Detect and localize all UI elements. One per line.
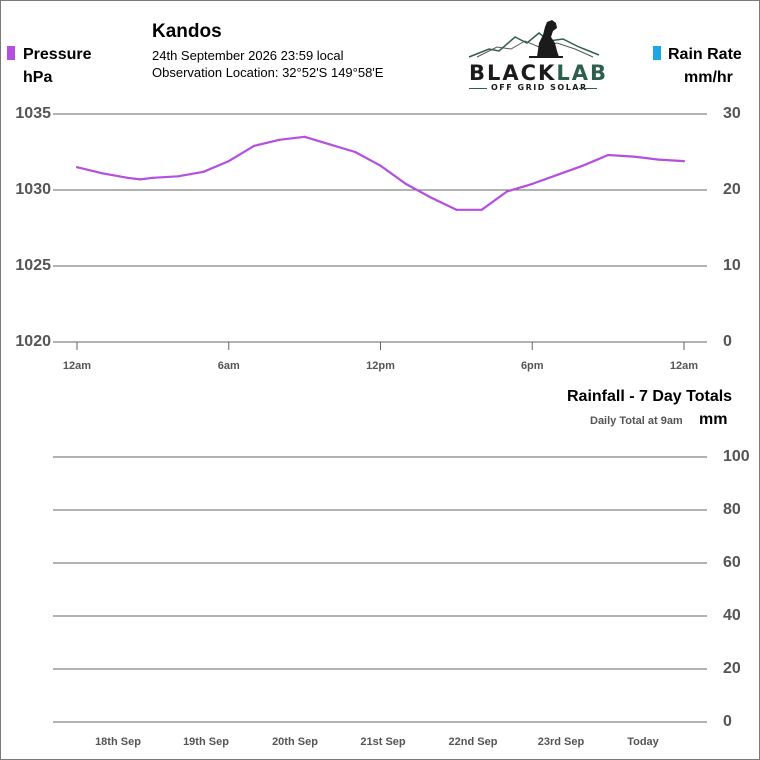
pressure-data-point xyxy=(177,175,180,178)
rainfall-chart-title: Rainfall - 7 Day Totals xyxy=(567,388,733,405)
pressure-data-point xyxy=(278,138,281,141)
observation-date: 24th September 2026 23:59 local xyxy=(152,48,344,63)
rainfall-y-tick-label: 20 xyxy=(723,660,741,677)
pressure-data-point xyxy=(75,166,79,169)
pressure-data-point xyxy=(404,182,407,186)
pressure-series-line xyxy=(76,135,685,211)
pressure-x-tick-label: 6am xyxy=(218,360,240,372)
pressure-unit-label: hPa xyxy=(23,69,53,86)
rain-rate-unit-label: mm/hr xyxy=(684,69,733,86)
pressure-data-point xyxy=(101,172,104,175)
pressure-data-point xyxy=(657,158,660,161)
rainfall-chart-subtitle: Daily Total at 9am xyxy=(590,415,683,427)
pressure-data-point xyxy=(379,164,382,167)
pressure-legend-swatch xyxy=(7,46,15,60)
pressure-data-point xyxy=(607,153,610,157)
pressure-data-point xyxy=(682,160,686,163)
rainfall-y-tick-label: 0 xyxy=(723,713,732,730)
logo-tagline: OFF GRID SOLAR xyxy=(491,83,588,92)
pressure-data-point xyxy=(303,135,306,138)
rain-rate-legend-label: Rain Rate xyxy=(668,46,742,63)
rain-rate-y-tick-label: 30 xyxy=(723,105,741,122)
rainfall-y-tick-label: 60 xyxy=(723,554,741,571)
rainfall-x-tick-label: 22nd Sep xyxy=(449,736,498,748)
pressure-y-tick-label: 1025 xyxy=(15,257,51,274)
pressure-data-point xyxy=(531,182,534,186)
rainfall-x-tick-label: 23rd Sep xyxy=(538,736,585,748)
pressure-data-point xyxy=(480,208,483,211)
blacklab-logo: BLACKLAB OFF GRID SOLAR xyxy=(467,19,606,93)
rainfall-y-tick-label: 80 xyxy=(723,501,741,518)
pressure-data-point xyxy=(151,176,154,179)
pressure-x-tick-label: 6pm xyxy=(521,360,544,372)
pressure-data-point xyxy=(227,160,230,163)
pressure-data-point xyxy=(581,164,584,167)
rainfall-y-tick-label: 100 xyxy=(723,448,750,465)
pressure-data-point xyxy=(202,170,205,173)
rainfall-x-tick-label: 20th Sep xyxy=(272,736,318,748)
rainfall-x-tick-label: 21st Sep xyxy=(360,736,406,748)
rain-rate-y-tick-label: 10 xyxy=(723,257,741,274)
pressure-data-point xyxy=(126,176,129,179)
observation-location: Observation Location: 32°52'S 149°58'E xyxy=(152,65,384,80)
logo-brand-secondary: LAB xyxy=(556,61,608,85)
pressure-y-tick-label: 1035 xyxy=(15,105,51,122)
pressure-data-point xyxy=(354,150,357,154)
logo-brand-primary: BLACK xyxy=(469,61,557,85)
pressure-data-point xyxy=(252,144,256,148)
pressure-data-point xyxy=(429,196,433,199)
station-name: Kandos xyxy=(152,21,222,42)
rainfall-x-tick-label: 19th Sep xyxy=(183,736,229,748)
pressure-data-point xyxy=(505,190,509,193)
rainfall-y-tick-label: 40 xyxy=(723,607,741,624)
pressure-data-point xyxy=(632,155,635,158)
pressure-data-point xyxy=(455,208,458,211)
rainfall-x-tick-label: 18th Sep xyxy=(95,736,141,748)
rain-rate-y-tick-label: 20 xyxy=(723,181,741,198)
pressure-y-tick-label: 1030 xyxy=(15,181,51,198)
rainfall-x-tick-label: Today xyxy=(627,736,659,748)
pressure-data-point xyxy=(556,173,559,176)
pressure-x-tick-label: 12pm xyxy=(366,360,395,372)
pressure-legend-label: Pressure xyxy=(23,46,92,63)
pressure-x-tick-label: 12am xyxy=(670,360,698,372)
pressure-x-tick-label: 12am xyxy=(63,360,91,372)
pressure-data-point xyxy=(139,178,142,181)
mountain-dog-icon xyxy=(468,20,600,58)
pressure-data-point xyxy=(328,143,332,146)
rainfall-unit-label: mm xyxy=(699,411,728,428)
pressure-y-tick-label: 1020 xyxy=(15,333,51,350)
rain-rate-y-tick-label: 0 xyxy=(723,333,732,350)
rain-rate-legend-swatch xyxy=(653,46,661,60)
